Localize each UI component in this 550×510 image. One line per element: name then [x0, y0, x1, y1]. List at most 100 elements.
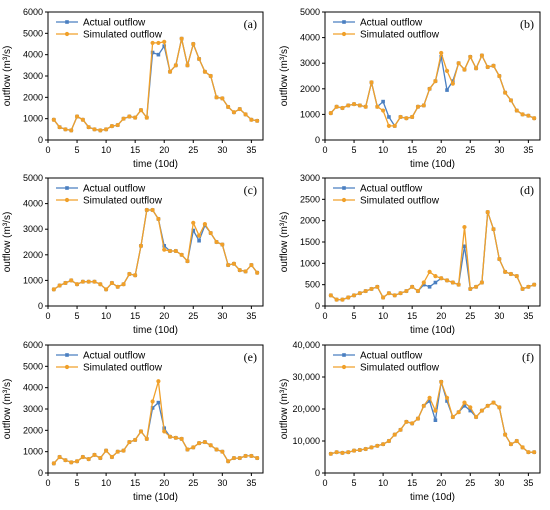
y-tick-label: 4000 [300, 33, 320, 43]
data-point-actual [451, 79, 455, 83]
data-point-simulated [456, 61, 461, 66]
y-tick-label: 5000 [300, 7, 320, 17]
x-tick-label: 30 [494, 478, 504, 488]
legend-label-simulated: Simulated outflow [360, 363, 440, 374]
data-point-simulated [214, 239, 219, 245]
y-tick-label: 1000 [23, 114, 43, 124]
data-point-simulated [381, 295, 386, 300]
legend-label-actual: Actual outflow [83, 184, 146, 195]
data-point-simulated [115, 122, 120, 128]
data-point-simulated [351, 448, 357, 453]
legend-label-simulated: Simulated outflow [83, 30, 163, 41]
data-point-simulated [468, 286, 473, 292]
data-point-simulated [415, 288, 421, 294]
data-point-actual [421, 282, 426, 287]
x-tick-label: 35 [523, 145, 533, 155]
y-tick-label: 0 [315, 301, 320, 311]
x-tick-label: 0 [322, 478, 327, 488]
data-point-simulated [328, 451, 333, 456]
x-tick-label: 5 [75, 478, 80, 488]
panel-label: (b) [520, 17, 534, 31]
data-point-simulated [144, 207, 149, 213]
data-point-simulated [156, 216, 161, 222]
data-point-simulated [51, 117, 56, 122]
data-point-simulated [532, 450, 537, 455]
data-point-simulated [375, 443, 380, 448]
x-tick-label: 0 [322, 311, 327, 321]
data-point-simulated [231, 261, 237, 266]
data-point-simulated [51, 287, 56, 292]
data-point-simulated [202, 221, 207, 227]
y-tick-label: 1000 [300, 258, 320, 268]
y-tick-label: 3000 [23, 224, 43, 234]
data-point-simulated [473, 414, 479, 420]
data-point-simulated [386, 291, 392, 296]
data-point-simulated [196, 441, 202, 446]
x-tick-label: 35 [523, 478, 533, 488]
data-point-simulated [427, 269, 432, 274]
data-point-simulated [237, 106, 242, 112]
data-point-simulated [439, 379, 444, 384]
data-point-actual [427, 285, 432, 289]
data-point-simulated [231, 455, 237, 461]
data-point-simulated [220, 96, 225, 101]
data-point-simulated [340, 450, 345, 455]
y-tick-label: 3000 [300, 173, 320, 183]
data-point-simulated [86, 125, 91, 130]
data-point-simulated [334, 297, 339, 302]
x-tick-label: 30 [217, 311, 227, 321]
data-point-simulated [185, 259, 190, 264]
data-point-simulated [410, 114, 415, 120]
y-tick-label: 0 [38, 301, 43, 311]
legend-label-simulated: Simulated outflow [360, 196, 440, 207]
data-point-simulated [133, 115, 138, 120]
data-point-simulated [357, 447, 362, 453]
data-point-simulated [74, 282, 80, 287]
data-point-simulated [138, 243, 144, 248]
data-point-simulated [410, 421, 415, 426]
data-point-simulated [468, 405, 473, 410]
data-point-simulated [167, 434, 173, 439]
series-line-actual [330, 211, 535, 301]
data-point-simulated [363, 288, 368, 294]
data-point-simulated [226, 104, 231, 110]
data-point-simulated [398, 427, 403, 432]
panel-6: 0 5 10 15 20 25 30 35 0 10,000 20,000 30,000 40,000 t… [279, 340, 541, 503]
x-tick-label: 25 [465, 478, 475, 488]
y-axis-title: outflow (m³/s) [2, 379, 13, 440]
data-point-simulated [369, 286, 374, 292]
data-point-simulated [369, 80, 374, 85]
data-point-simulated [138, 108, 144, 113]
legend-label-actual: Actual outflow [360, 184, 423, 195]
data-point-actual [156, 52, 161, 57]
data-point-simulated [450, 280, 455, 285]
data-point-simulated [57, 125, 62, 130]
data-point-actual [433, 280, 438, 285]
legend-marker-actual [342, 353, 346, 357]
data-point-simulated [340, 297, 345, 302]
x-tick-label: 30 [494, 145, 504, 155]
panel-5: 0 5 10 15 20 25 30 35 0 1000 2000 3000 4000 5000 6000 t… [2, 340, 264, 503]
data-point-simulated [473, 284, 479, 289]
data-point-simulated [220, 242, 225, 247]
data-point-simulated [185, 447, 190, 452]
data-point-simulated [231, 110, 237, 115]
data-point-simulated [208, 73, 213, 79]
data-point-simulated [138, 429, 144, 434]
data-point-simulated [92, 279, 97, 284]
x-tick-label: 10 [378, 311, 388, 321]
x-tick-label: 5 [352, 145, 357, 155]
data-point-simulated [80, 117, 85, 122]
data-point-simulated [115, 284, 120, 289]
x-tick-label: 10 [101, 145, 111, 155]
data-point-simulated [127, 271, 132, 277]
data-point-simulated [508, 271, 514, 277]
data-point-simulated [485, 210, 490, 215]
data-point-simulated [115, 449, 120, 454]
data-point-simulated [421, 280, 426, 285]
data-point-simulated [334, 104, 339, 109]
data-point-simulated [237, 455, 242, 461]
